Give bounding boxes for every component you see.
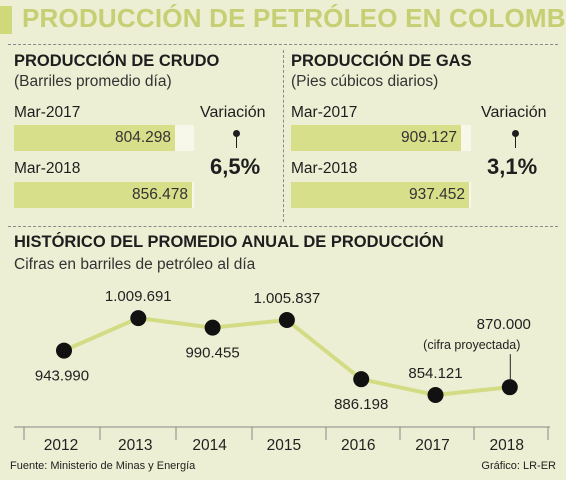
data-label: 870.000	[477, 316, 531, 333]
crude-value-1: 804.298	[114, 129, 171, 146]
gas-variation-value: 3,1%	[487, 154, 538, 179]
gas-value-1: 909.127	[400, 129, 457, 146]
history-title: HISTÓRICO DEL PROMEDIO ANUAL DE PRODUCCI…	[14, 233, 444, 251]
x-tick-label: 2015	[267, 437, 301, 454]
crude-subtitle: (Barriles promedio día)	[14, 73, 172, 90]
crude-value-2: 856.478	[131, 186, 188, 203]
gas-period-2: Mar-2018	[291, 160, 358, 177]
title-accent	[0, 6, 12, 34]
data-label: 886.198	[334, 396, 388, 413]
source-note: Fuente: Ministerio de Minas y Energía	[10, 460, 196, 472]
gas-variation-line	[515, 134, 516, 148]
crude-period-1: Mar-2017	[14, 104, 81, 121]
crude-variation-label: Variación	[200, 104, 266, 121]
crude-title: PRODUCCIÓN DE CRUDO	[14, 52, 220, 70]
data-point	[427, 387, 444, 404]
top-divider	[8, 44, 558, 45]
graphic-credit: Gráfico: LR-ER	[481, 460, 556, 472]
crude-bar-2	[14, 182, 192, 208]
projection-annotation: (cifra proyectada)	[423, 338, 520, 352]
title-bar: PRODUCCIÓN DE PETRÓLEO EN COLOMBIA	[0, 0, 566, 40]
crude-variation-value: 6,5%	[210, 154, 261, 179]
x-tick-label: 2012	[44, 437, 78, 454]
x-tick-label: 2016	[341, 437, 375, 454]
x-tick-label: 2017	[415, 437, 449, 454]
gas-subtitle: (Pies cúbicos diarios)	[291, 73, 439, 90]
middle-divider	[8, 226, 558, 227]
gas-bar-track-1: 909.127	[291, 125, 471, 151]
history-subtitle: Cifras en barriles de petróleo al día	[14, 256, 256, 273]
crude-variation-line	[236, 134, 237, 148]
crude-bar-track-1: 804.298	[14, 125, 194, 151]
gas-bar-1	[291, 125, 461, 151]
data-label: 943.990	[35, 368, 89, 385]
page-title: PRODUCCIÓN DE PETRÓLEO EN COLOMBIA	[22, 3, 566, 33]
crude-variation-dot	[233, 130, 240, 137]
gas-panel: PRODUCCIÓN DE GAS (Pies cúbicos diarios)…	[291, 50, 561, 222]
data-label: 1.005.837	[254, 290, 321, 307]
data-point	[204, 319, 221, 336]
gas-variation-label: Variación	[481, 104, 547, 121]
gas-bar-track-2: 937.452	[291, 182, 471, 208]
crude-period-2: Mar-2018	[14, 160, 81, 177]
gas-variation-dot	[512, 130, 519, 137]
x-tick-label: 2018	[490, 437, 524, 454]
x-tick-label: 2013	[118, 437, 152, 454]
gas-value-2: 937.452	[408, 186, 465, 203]
panel-divider	[283, 50, 284, 222]
crude-bar-track-2: 856.478	[14, 182, 194, 208]
series-line	[63, 316, 511, 398]
data-label: 854.121	[408, 365, 462, 382]
data-point	[501, 379, 518, 396]
crude-bar-1	[14, 125, 175, 151]
gas-period-1: Mar-2017	[291, 104, 358, 121]
data-point	[130, 310, 147, 327]
data-point	[353, 371, 370, 388]
crude-panel: PRODUCCIÓN DE CRUDO (Barriles promedio d…	[14, 50, 284, 222]
history-line-chart: 943.990 1.009.691 990.455 1.005.837 886.198 8…	[14, 288, 550, 454]
x-tick-label: 2014	[192, 437, 227, 454]
data-point	[278, 312, 295, 329]
gas-title: PRODUCCIÓN DE GAS	[291, 52, 472, 70]
gas-bar-2	[291, 182, 469, 208]
data-label: 990.455	[185, 345, 239, 362]
data-label: 1.009.691	[105, 288, 172, 305]
data-point	[56, 342, 72, 359]
